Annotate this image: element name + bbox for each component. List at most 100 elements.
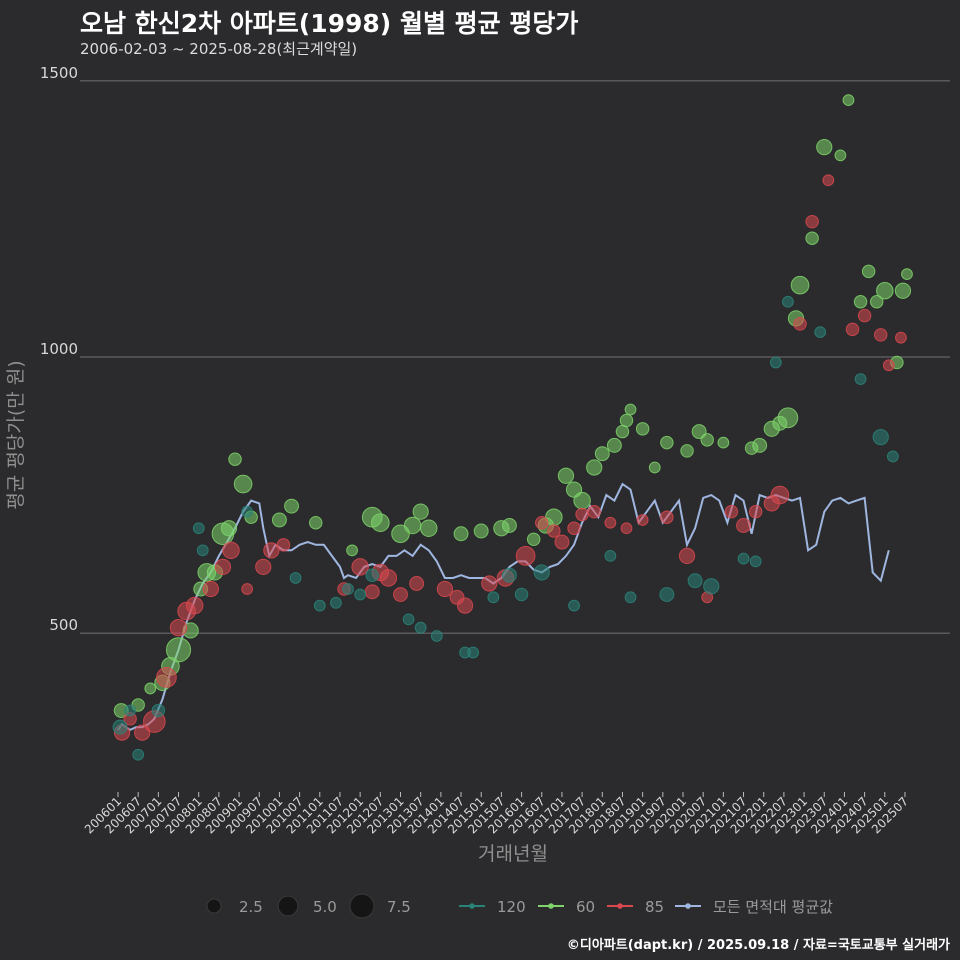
data-point-60 [233,474,253,494]
data-point-85 [456,597,474,614]
data-point-85 [276,538,291,552]
data-point-85 [185,596,204,615]
data-point-85 [575,507,589,522]
data-point-120 [533,564,550,581]
data-point-85 [481,575,498,592]
data-point-85 [202,580,219,598]
data-point-60 [220,520,238,537]
data-point-85 [748,504,763,519]
data-point-120 [342,583,354,595]
data-point-85 [255,558,272,576]
data-point-85 [587,504,601,519]
data-point-120 [502,567,517,583]
data-point-60 [816,138,833,156]
data-point-120 [467,646,480,659]
data-point-120 [749,555,762,568]
data-point-85 [678,547,696,564]
data-point-60 [453,526,469,542]
data-point-60 [606,437,622,453]
data-point-120 [112,719,128,735]
legend-size-label: 7.5 [387,898,411,916]
data-point-85 [636,514,649,526]
data-point-60 [420,519,438,537]
legend: 2.5 5.0 7.5 120 60 85 모든 면적대 평균값 [206,893,833,919]
data-point-85 [793,317,807,331]
data-point-60 [165,637,192,663]
data-point-120 [659,587,675,602]
data-point-120 [414,621,427,634]
data-point-120 [313,599,326,612]
data-point-85 [156,667,177,688]
data-point-60 [901,268,913,281]
data-point-60 [412,503,429,520]
data-point-85 [567,521,581,535]
data-point-120 [330,596,342,609]
data-point-60 [619,413,634,428]
data-point-85 [535,515,549,530]
chart-title: 오남 한신2차 아파트(1998) 월별 평균 평당가 [80,9,579,38]
data-point-120 [514,587,529,602]
data-point-120 [124,704,136,717]
data-point-60 [842,94,855,107]
data-point-60 [717,436,730,449]
data-point-120 [737,552,750,565]
data-point-85 [620,522,633,535]
legend-size-marker [277,895,299,917]
data-point-120 [487,591,500,604]
data-point-60 [371,513,390,533]
data-point-85 [770,485,790,505]
data-point-85 [895,331,907,344]
y-tick-label: 1000 [40,340,78,358]
data-point-120 [624,591,637,604]
data-point-85 [351,558,369,576]
data-point-60 [526,532,541,547]
y-tick-label: 1500 [40,64,78,82]
data-point-120 [365,568,379,582]
data-point-85 [822,174,835,187]
data-point-60 [594,446,610,462]
data-point-120 [402,613,415,626]
data-point-85 [660,510,674,524]
data-point-60 [790,275,810,295]
data-point-60 [573,491,591,510]
legend-size-label: 2.5 [239,898,263,916]
data-point-85 [554,534,570,550]
data-point-60 [861,264,876,279]
data-point-120 [687,573,703,589]
data-point-120 [814,326,827,339]
data-point-85 [882,359,895,372]
data-point-120 [132,748,145,761]
data-point-60 [752,437,768,453]
data-point-85 [222,541,240,560]
legend-dot-avg [685,903,691,909]
data-point-120 [568,599,580,612]
data-point-85 [169,618,188,637]
data-point-120 [241,505,254,518]
data-point-60 [635,422,650,436]
y-tick-label: 500 [49,616,78,634]
data-point-120 [886,450,899,463]
data-point-60 [346,544,358,557]
data-point-60 [228,452,242,466]
data-point-85 [604,516,617,529]
legend-size-marker [206,898,222,914]
legend-size-marker [349,893,375,919]
legend-series-label: 모든 면적대 평균값 [713,898,833,916]
point-layer [112,94,913,761]
data-point-60 [876,281,894,300]
data-point-60 [271,512,287,528]
legend-size-label: 5.0 [313,898,337,916]
chart-subtitle: 2006-02-03 ~ 2025-08-28(최근계약일) [80,40,358,58]
data-point-60 [557,467,575,484]
data-point-85 [736,518,751,533]
data-point-60 [586,459,603,476]
x-axis-label: 거래년월 [478,843,548,865]
data-point-85 [364,584,380,600]
source-credit: ©디아파트(dapt.kr) / 2025.09.18 / 자료=국토교통부 실… [566,938,950,953]
data-point-60 [473,523,489,539]
data-point-60 [309,515,323,530]
data-point-60 [624,403,637,416]
legend-dot-120 [469,903,475,909]
